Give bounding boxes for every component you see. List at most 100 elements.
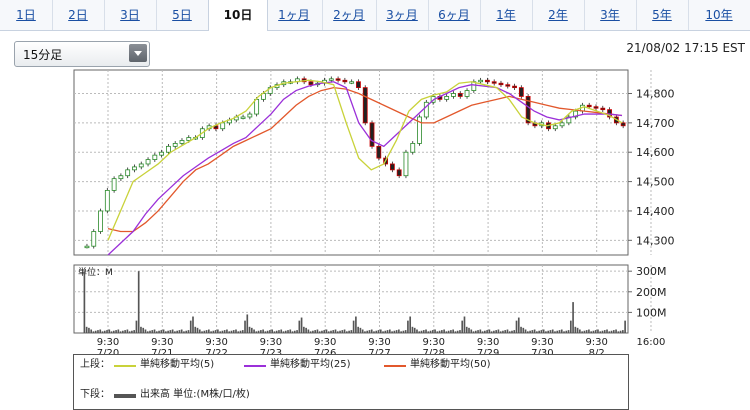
- volume-bar: [160, 330, 163, 333]
- volume-bar: [506, 329, 509, 333]
- tab-10[interactable]: 1年: [480, 0, 533, 30]
- volume-bar: [377, 330, 380, 333]
- tab-7[interactable]: 2ヶ月: [322, 0, 377, 30]
- volume-bar: [395, 330, 398, 333]
- volume-bar: [624, 320, 626, 333]
- x-tick-time: 9:30: [477, 337, 499, 348]
- candle-body: [240, 116, 246, 119]
- candle-body: [132, 166, 137, 171]
- legend-volume-swatch: [114, 394, 136, 398]
- volume-unit-label: 単位：M: [78, 266, 113, 278]
- volume-bar: [194, 326, 197, 333]
- volume-bar: [581, 331, 583, 333]
- volume-bar: [617, 331, 620, 333]
- volume-bar: [612, 330, 615, 333]
- legend-upper-row: 上段： 単純移動平均(5) 単純移動平均(25) 単純移動平均(50): [74, 357, 628, 373]
- price-tick-label: 14,500: [636, 176, 675, 189]
- tab-11[interactable]: 2年: [532, 0, 585, 30]
- volume-bar: [83, 271, 86, 333]
- volume-bar: [298, 320, 301, 333]
- volume-bar: [502, 330, 504, 333]
- volume-bar: [332, 330, 335, 333]
- volume-bar: [318, 331, 321, 333]
- candle-body: [573, 110, 579, 118]
- candle-body: [308, 81, 314, 86]
- volume-bar: [212, 330, 215, 333]
- volume-bar: [495, 330, 497, 333]
- legend-lower-row: 下段： 出来高 単位:(M株/口/枚): [74, 387, 628, 403]
- volume-bar: [373, 331, 375, 333]
- candle-body: [498, 82, 504, 86]
- volume-bar: [386, 330, 389, 333]
- volume-bar: [366, 330, 369, 333]
- legend-sma25-label: 単純移動平均(25): [270, 359, 351, 370]
- volume-bar: [384, 330, 387, 333]
- volume-bar: [262, 329, 264, 333]
- tab-3[interactable]: 3日: [104, 0, 157, 30]
- volume-bar: [447, 330, 450, 333]
- volume-bar: [529, 330, 531, 333]
- timestamp: 21/08/02 17:15 EST: [626, 41, 745, 55]
- tab-2[interactable]: 2日: [52, 0, 105, 30]
- volume-bar: [569, 320, 572, 333]
- volume-bar: [486, 330, 488, 333]
- volume-bar: [271, 329, 274, 333]
- candle-body: [111, 178, 117, 191]
- volume-bar: [522, 327, 525, 333]
- x-tick-date: 7/28: [423, 348, 445, 359]
- volume-bar: [235, 329, 237, 333]
- x-tick-time: 9:30: [531, 337, 553, 348]
- tab-8[interactable]: 3ヶ月: [376, 0, 429, 30]
- volume-bar: [203, 330, 206, 333]
- tab-12[interactable]: 3年: [584, 0, 637, 30]
- tab-13[interactable]: 5年: [636, 0, 689, 30]
- volume-bar: [375, 330, 378, 333]
- volume-bar: [542, 329, 545, 333]
- candle-body: [91, 231, 97, 247]
- candle-body: [118, 175, 124, 180]
- volume-bar: [599, 331, 602, 333]
- tab-6[interactable]: 1ヶ月: [266, 0, 323, 30]
- volume-bar: [606, 329, 608, 333]
- volume-bar: [565, 330, 568, 333]
- volume-bar: [155, 331, 158, 333]
- x-tick-date: 7/29: [477, 348, 499, 359]
- volume-bar: [189, 320, 192, 333]
- volume-bar: [149, 330, 151, 333]
- volume-bar: [219, 331, 221, 333]
- candle-body: [485, 79, 490, 83]
- volume-plot-area: [73, 264, 629, 334]
- candle-body: [166, 145, 171, 153]
- candle-body: [403, 151, 409, 177]
- volume-bar: [244, 320, 246, 333]
- candle-body: [356, 81, 361, 89]
- volume-bar: [508, 331, 511, 333]
- volume-bar: [567, 330, 570, 333]
- x-tick-date: 7/21: [151, 348, 173, 359]
- volume-bar: [574, 326, 577, 333]
- candle-body: [566, 116, 572, 124]
- tab-5[interactable]: 10日: [208, 0, 268, 31]
- x-tick-time: 9:30: [314, 337, 336, 348]
- volume-bar: [99, 329, 102, 333]
- volume-tick-label: 200M: [636, 286, 667, 299]
- volume-bar: [198, 329, 201, 333]
- tab-14[interactable]: 10年: [688, 0, 750, 30]
- chevron-down-icon[interactable]: [129, 44, 147, 62]
- volume-bar: [144, 329, 147, 333]
- volume-bar: [228, 331, 231, 333]
- volume-bar: [547, 330, 550, 333]
- volume-bar: [101, 331, 104, 333]
- volume-bar: [137, 271, 140, 333]
- volume-bar: [284, 330, 287, 333]
- volume-bar: [391, 331, 393, 333]
- volume-bar: [196, 327, 199, 333]
- interval-select[interactable]: 15分足: [14, 41, 150, 67]
- tab-9[interactable]: 6ヶ月: [428, 0, 481, 30]
- volume-bar: [293, 330, 296, 333]
- interval-select-value: 15分足: [23, 48, 63, 62]
- volume-bar: [413, 327, 416, 333]
- tab-1[interactable]: 1日: [0, 0, 53, 30]
- x-tick-time: 9:30: [151, 337, 173, 348]
- candle-body: [600, 107, 606, 111]
